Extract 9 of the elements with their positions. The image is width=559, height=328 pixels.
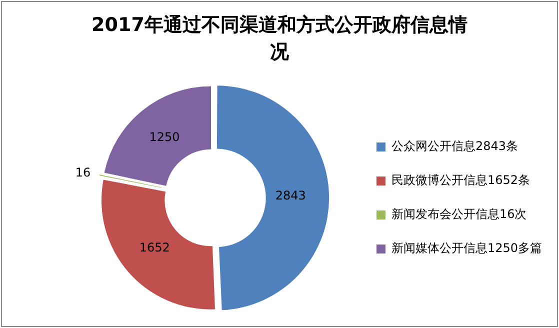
legend-label: 新闻媒体公开信息1250多篇 bbox=[391, 241, 542, 256]
data-label: 1250 bbox=[149, 130, 180, 144]
chart-title: 2017年通过不同渠道和方式公开政府信息情况 bbox=[90, 13, 468, 65]
data-label: 1652 bbox=[139, 240, 170, 255]
legend-label: 新闻发布会公开信息16次 bbox=[391, 207, 527, 222]
data-label: 16 bbox=[75, 165, 91, 180]
legend-label: 公众网公开信息2843条 bbox=[391, 139, 518, 154]
data-label: 2843 bbox=[275, 188, 306, 203]
legend-label: 民政微博公开信息1652条 bbox=[391, 173, 530, 188]
